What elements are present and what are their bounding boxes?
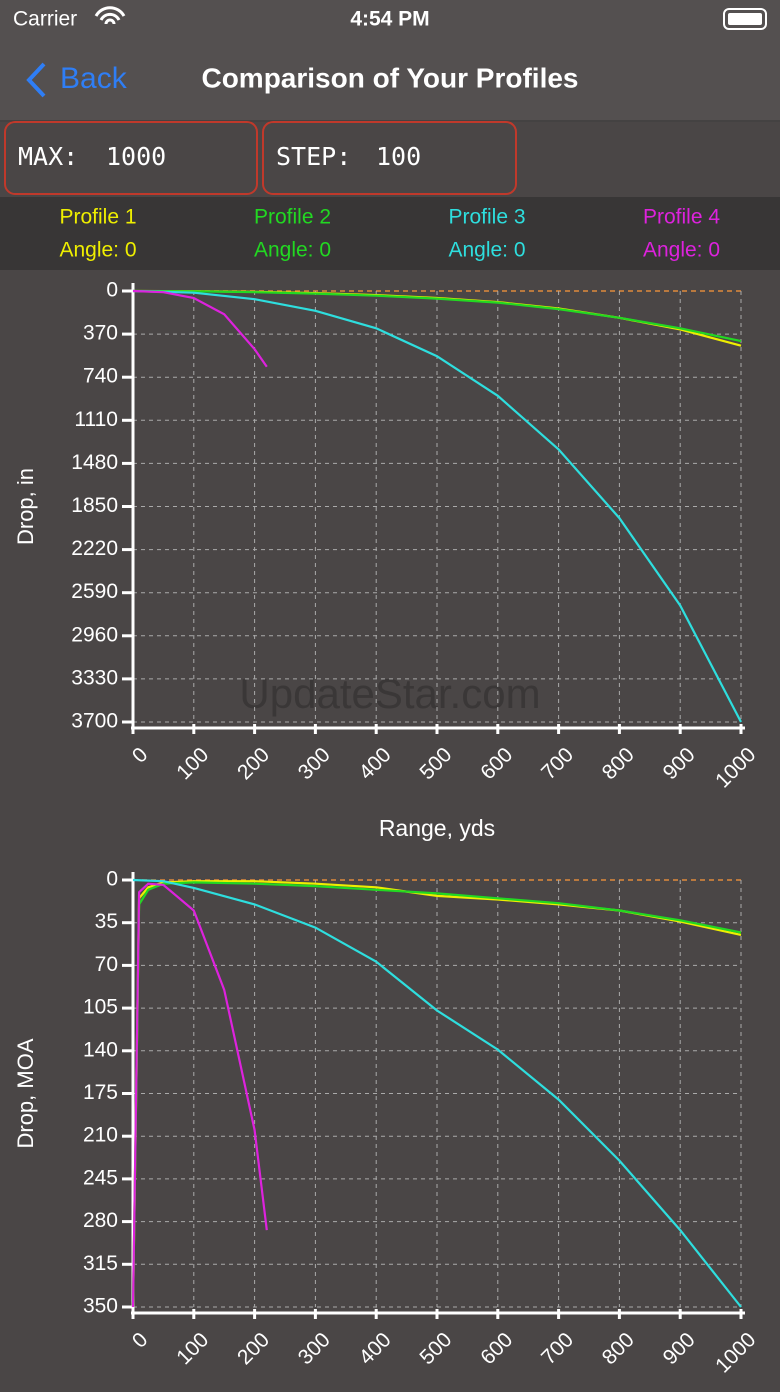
y-axis-label: Drop, in bbox=[13, 468, 38, 545]
legend-angle: Angle: 0 bbox=[448, 239, 525, 262]
x-tick-label: 900 bbox=[659, 743, 700, 784]
x-tick-label: 1000 bbox=[711, 1328, 760, 1377]
x-tick-label: 100 bbox=[172, 1328, 213, 1369]
y-tick-label: 105 bbox=[83, 996, 118, 1019]
y-tick-label: 175 bbox=[83, 1081, 118, 1104]
y-tick-label: 210 bbox=[83, 1124, 118, 1147]
x-tick-label: 500 bbox=[415, 743, 456, 784]
y-tick-label: 2960 bbox=[71, 623, 118, 646]
series-line bbox=[132, 878, 742, 1308]
step-field[interactable] bbox=[262, 121, 517, 195]
step-label: STEP: bbox=[276, 142, 351, 171]
x-tick-label: 700 bbox=[537, 743, 578, 784]
clock: 4:54 PM bbox=[350, 8, 429, 31]
y-tick-label: 280 bbox=[83, 1209, 118, 1232]
nav-title: Comparison of Your Profiles bbox=[201, 62, 578, 93]
legend-name: Profile 4 bbox=[643, 206, 720, 229]
x-tick-label: 500 bbox=[415, 1328, 456, 1369]
step-value[interactable]: 100 bbox=[376, 142, 421, 171]
y-tick-label: 0 bbox=[106, 868, 118, 891]
legend-angle: Angle: 0 bbox=[254, 239, 331, 262]
y-tick-label: 1850 bbox=[71, 494, 118, 517]
series-line bbox=[132, 289, 742, 343]
y-tick-label: 1480 bbox=[71, 451, 118, 474]
x-tick-label: 600 bbox=[476, 1328, 517, 1369]
battery-level bbox=[728, 13, 762, 25]
max-value[interactable]: 1000 bbox=[106, 142, 166, 171]
x-tick-label: 0 bbox=[128, 743, 153, 768]
x-tick-label: 200 bbox=[233, 743, 274, 784]
y-tick-label: 3700 bbox=[71, 710, 118, 733]
y-tick-label: 3330 bbox=[71, 666, 118, 689]
x-tick-label: 900 bbox=[659, 1328, 700, 1369]
y-tick-label: 370 bbox=[83, 322, 118, 345]
x-tick-label: 300 bbox=[294, 743, 335, 784]
y-axis-label: Drop, MOA bbox=[13, 1038, 38, 1148]
y-tick-label: 1110 bbox=[74, 408, 118, 431]
series-line bbox=[132, 289, 742, 723]
x-tick-label: 200 bbox=[233, 1328, 274, 1369]
legend-angle: Angle: 0 bbox=[643, 239, 720, 262]
y-tick-label: 70 bbox=[95, 953, 118, 976]
back-button[interactable]: Back bbox=[60, 62, 128, 95]
back-chevron[interactable] bbox=[26, 62, 46, 98]
x-tick-label: 400 bbox=[355, 1328, 396, 1369]
y-tick-label: 315 bbox=[83, 1252, 118, 1275]
x-tick-label: 400 bbox=[355, 743, 396, 784]
legend-angle: Angle: 0 bbox=[59, 239, 136, 262]
max-field[interactable] bbox=[4, 121, 258, 195]
x-tick-label: 600 bbox=[476, 743, 517, 784]
legend-bg bbox=[0, 197, 780, 270]
x-tick-label: 0 bbox=[128, 1328, 153, 1353]
y-tick-label: 2590 bbox=[71, 580, 118, 603]
legend-name: Profile 2 bbox=[254, 206, 331, 229]
x-tick-label: 800 bbox=[598, 743, 639, 784]
x-tick-label: 100 bbox=[172, 743, 213, 784]
y-tick-label: 140 bbox=[83, 1038, 118, 1061]
series-line bbox=[131, 881, 742, 1308]
y-tick-label: 350 bbox=[83, 1295, 118, 1318]
y-tick-label: 35 bbox=[95, 910, 118, 933]
x-tick-label: 1000 bbox=[711, 743, 760, 792]
y-tick-label: 740 bbox=[83, 365, 118, 388]
x-axis-label: Range, yds bbox=[379, 815, 495, 841]
watermark: UpdateStar.com bbox=[239, 670, 540, 717]
legend-name: Profile 1 bbox=[59, 206, 136, 229]
carrier: Carrier bbox=[13, 8, 77, 31]
battery bbox=[723, 8, 767, 30]
max-label: MAX: bbox=[18, 142, 78, 171]
series-line bbox=[131, 882, 268, 1308]
x-tick-label: 700 bbox=[537, 1328, 578, 1369]
x-tick-label: 800 bbox=[598, 1328, 639, 1369]
wifi-icon bbox=[94, 6, 126, 25]
y-tick-label: 245 bbox=[83, 1166, 118, 1189]
y-tick-label: 0 bbox=[106, 279, 118, 302]
y-tick-label: 2220 bbox=[71, 537, 118, 560]
header-bg bbox=[0, 0, 780, 122]
legend-name: Profile 3 bbox=[448, 206, 525, 229]
series-line bbox=[132, 289, 268, 368]
x-tick-label: 300 bbox=[294, 1328, 335, 1369]
